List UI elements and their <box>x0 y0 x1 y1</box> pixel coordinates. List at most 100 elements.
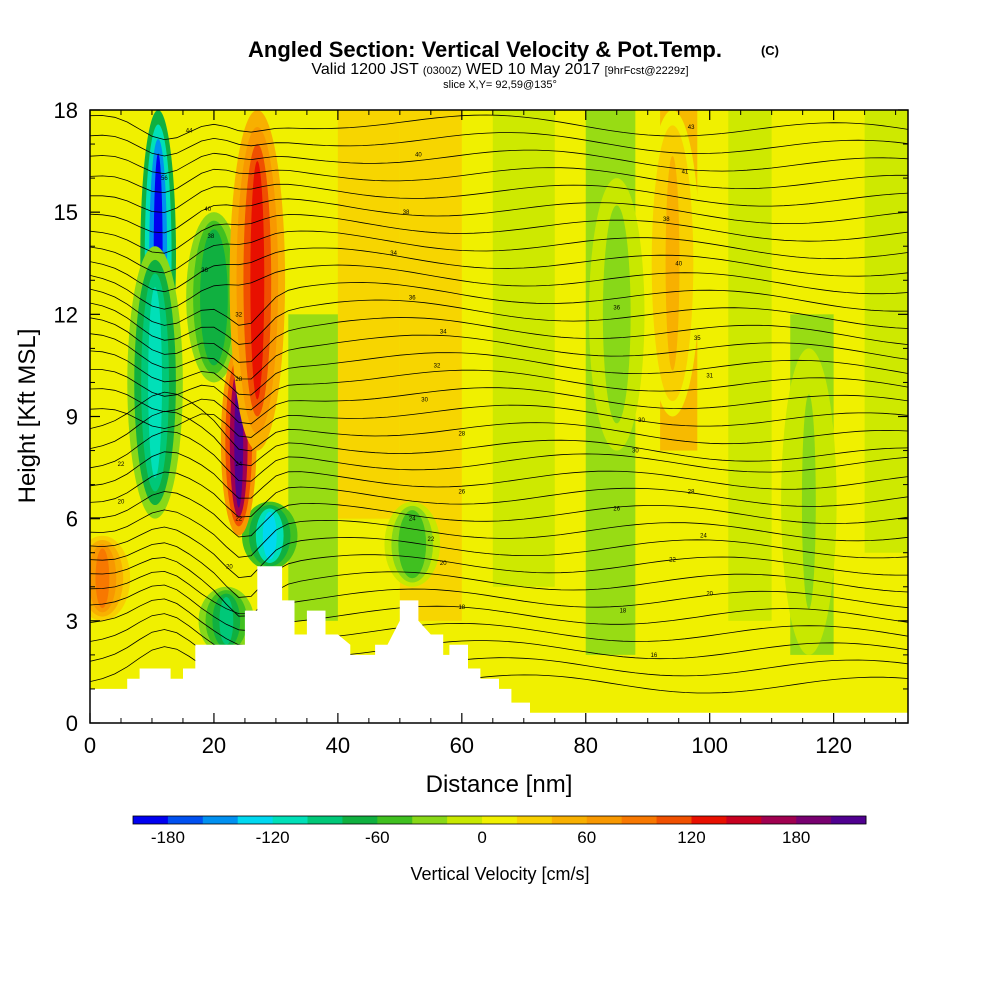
isentrope-line <box>90 230 908 274</box>
colorbar-swatch <box>412 816 448 824</box>
isentrope-label: 26 <box>458 489 465 495</box>
colorbar-swatch <box>761 816 797 824</box>
isentrope-label: 16 <box>651 653 658 659</box>
y-tick-label: 9 <box>66 405 78 430</box>
field-band <box>492 110 555 587</box>
x-tick-label: 100 <box>691 733 728 758</box>
colorbar-swatch <box>482 816 518 824</box>
field-band <box>288 314 338 621</box>
isentrope-label: 36 <box>201 268 208 274</box>
isentrope-line <box>90 570 908 615</box>
isentrope-line <box>90 333 908 380</box>
isentrope-line <box>90 350 908 396</box>
isentrope-label: 30 <box>421 397 428 403</box>
velocity-cell <box>405 514 420 575</box>
velocity-cell <box>148 287 163 478</box>
isentrope-label: 44 <box>186 128 193 134</box>
isentrope-label: 38 <box>207 234 214 240</box>
isentrope-label: 18 <box>458 605 465 611</box>
colorbar-swatch <box>551 816 588 824</box>
colorbar-tick-label: -60 <box>365 828 390 847</box>
isentrope-line <box>90 317 908 363</box>
isentrope-label: 28 <box>688 489 695 495</box>
colorbar-tick-label: 0 <box>477 828 486 847</box>
slice-label: slice X,Y= 92,59@135° <box>443 79 557 91</box>
colorbar-swatch <box>691 816 727 824</box>
chart-title-unit: (C) <box>761 43 779 58</box>
isentrope-label: 22 <box>118 462 125 468</box>
isentrope-label: 40 <box>675 261 682 267</box>
velocity-cell <box>609 218 624 410</box>
terrain <box>90 566 908 723</box>
x-tick-label: 20 <box>202 733 226 758</box>
colorbar-swatch <box>831 816 867 824</box>
colorbar-swatch <box>133 816 169 824</box>
isentrope-line <box>90 264 908 310</box>
isentrope-line <box>90 387 908 425</box>
isentrope-line <box>90 247 908 293</box>
isentrope-label: 40 <box>204 207 211 213</box>
isentrope-label: 22 <box>235 517 242 523</box>
isentrope-label: 32 <box>434 363 441 369</box>
x-axis: 0 20 40 60 80 100 120 <box>84 110 897 758</box>
isentrope-label: 43 <box>688 125 695 131</box>
colorbar-swatch <box>586 816 623 824</box>
colorbar-tick-label: 120 <box>677 828 705 847</box>
isentrope-label: 40 <box>415 152 422 158</box>
terrain-profile <box>90 566 908 723</box>
chart-subtitle: Valid 1200 JST (0300Z) WED 10 May 2017 [… <box>311 61 688 78</box>
isentrope-label: 22 <box>669 558 676 564</box>
isentrope-label: 20 <box>118 500 125 506</box>
isentrope-label: 30 <box>632 449 639 455</box>
isentrope-line <box>90 451 908 499</box>
colorbar-tick-label: 60 <box>577 828 596 847</box>
colorbar-swatch <box>377 816 413 824</box>
isentrope-line <box>90 557 908 617</box>
isentrope-line <box>90 526 908 579</box>
isentrope-label: 36 <box>409 295 416 301</box>
isentrope-line <box>90 410 908 467</box>
isentrope-label: 34 <box>440 329 447 335</box>
subtitle-zulu: (0300Z) <box>423 65 462 77</box>
isentrope-label: 56 <box>161 176 168 182</box>
velocity-cell <box>219 596 234 645</box>
isentrope-label: 28 <box>458 432 465 438</box>
y-tick-label: 15 <box>54 200 78 225</box>
isentrope-label: 20 <box>440 561 447 567</box>
colorbar-swatch <box>272 816 309 824</box>
isentrope-label: 22 <box>427 537 434 543</box>
isentrope-label: 31 <box>706 374 713 380</box>
x-axis-label: Distance [nm] <box>426 771 573 798</box>
isentrope-line <box>90 584 908 632</box>
isentrope-line <box>90 299 908 345</box>
velocity-cell <box>95 548 110 609</box>
plot-area: 44 56 40 38 36 32 28 24 22 20 22 20 40 38 34 36 34 32 30 28… <box>90 110 908 723</box>
colorbar-tick-label: -180 <box>151 828 185 847</box>
colorbar-swatch <box>202 816 239 824</box>
isentrope-line <box>90 132 908 157</box>
subtitle-forecast: [9hrFcst@2229z] <box>605 65 689 77</box>
y-axis-label: Height [Kft MSL] <box>14 329 41 504</box>
isentrope-label: 38 <box>663 217 670 223</box>
isentrope-label: 34 <box>390 251 397 257</box>
isentrope-label: 36 <box>613 306 620 312</box>
colorbar-swatch <box>447 816 483 824</box>
isentrope-line <box>90 509 908 558</box>
chart-title: Angled Section: Vertical Velocity & Pot.… <box>248 37 722 62</box>
colorbar-swatch <box>656 816 692 824</box>
isentrope-line <box>90 167 908 194</box>
colorbar-tick-label: -120 <box>256 828 290 847</box>
colorbar-swatch <box>516 816 553 824</box>
isentrope-line <box>90 369 908 411</box>
isentrope-label: 41 <box>682 169 689 175</box>
velocity-cell <box>262 511 277 560</box>
isentrope-label: 18 <box>620 609 627 615</box>
y-tick-label: 12 <box>54 302 78 327</box>
velocity-cell <box>206 237 221 357</box>
isentrope-line <box>90 491 908 538</box>
isentrope-label: 28 <box>235 377 242 383</box>
isentrope-line <box>90 114 908 141</box>
isentrope-label: 26 <box>613 506 620 512</box>
field-band <box>728 110 772 621</box>
isentrope-line <box>90 183 908 213</box>
